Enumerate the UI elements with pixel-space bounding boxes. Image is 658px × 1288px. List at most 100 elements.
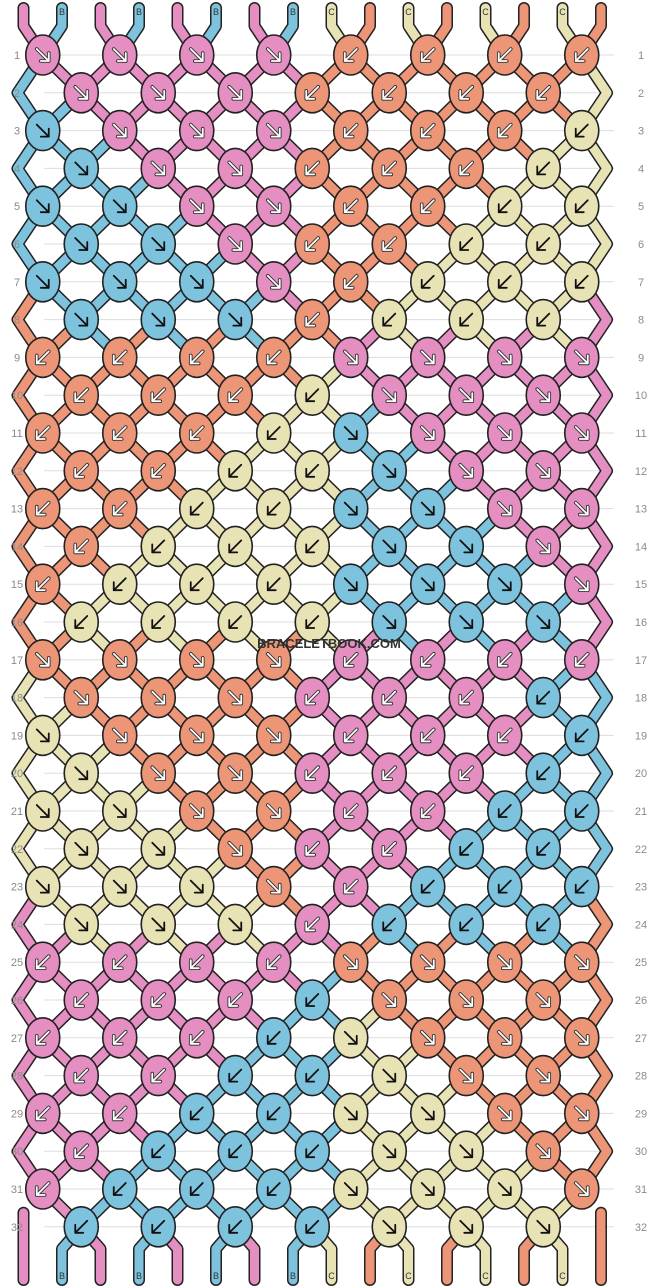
arrow-head-icon: [501, 1034, 512, 1045]
arrow-head-icon: [536, 770, 547, 781]
knot: [525, 374, 562, 417]
arrow-head-icon: [536, 845, 547, 856]
arrow-down-right-icon: [266, 804, 281, 818]
row-number-left: 26: [11, 995, 23, 1007]
arrow-down-right-icon: [459, 539, 474, 554]
arrow-down-left-icon: [35, 577, 50, 592]
arrow-head-icon: [189, 1186, 200, 1196]
arrow-head-icon: [228, 392, 239, 403]
arrow-down-right-icon: [228, 917, 243, 932]
knot: [486, 487, 523, 530]
arrow-down-right-icon: [536, 993, 551, 1007]
row-number-left: 2: [14, 88, 20, 100]
knot: [101, 109, 138, 152]
knot: [409, 1092, 446, 1135]
arrow-down-right-icon: [189, 123, 204, 138]
row-number-right: 5: [638, 201, 644, 213]
knot: [563, 260, 600, 303]
arrow-head-icon: [424, 1186, 435, 1196]
knot: [525, 525, 562, 568]
arrow-down-right-icon: [112, 652, 127, 667]
arrow-down-left-icon: [35, 426, 50, 440]
knot: [101, 1092, 138, 1135]
arrow-down-left-icon: [343, 123, 358, 138]
arrow-down-right-icon: [343, 501, 358, 516]
arrow-down-right-icon: [536, 388, 551, 403]
row-number-right: 3: [638, 126, 644, 138]
knot: [217, 676, 254, 719]
knot-grid: [24, 34, 600, 1248]
arrow-down-right-icon: [382, 388, 397, 403]
arrow-head-icon: [424, 581, 435, 592]
arrow-down-right-icon: [459, 463, 474, 478]
arrow-head-icon: [35, 959, 46, 970]
arrow-down-left-icon: [305, 615, 320, 629]
arrow-down-left-icon: [189, 955, 204, 970]
arrow-head-icon: [78, 165, 89, 176]
knot: [486, 638, 523, 681]
knot: [63, 449, 100, 492]
arrow-down-left-icon: [574, 274, 589, 289]
arrow-down-right-icon: [228, 841, 243, 856]
arrow-down-left-icon: [459, 312, 474, 327]
knot: [294, 449, 331, 492]
arrow-down-left-icon: [266, 1106, 281, 1121]
knot: [409, 714, 446, 757]
arrow-down-right-icon: [74, 161, 89, 176]
knot: [371, 601, 408, 643]
arrow-head-icon: [193, 203, 204, 214]
arrow-down-right-icon: [343, 1106, 358, 1121]
knot: [24, 790, 61, 832]
arrow-down-left-icon: [35, 1030, 50, 1045]
arrow-head-icon: [501, 1110, 512, 1121]
arrow-head-icon: [578, 1186, 589, 1196]
knot: [525, 676, 562, 719]
arrow-down-right-icon: [151, 766, 166, 781]
knot: [409, 941, 446, 984]
arrow-down-right-icon: [420, 1182, 435, 1196]
arrow-head-icon: [193, 732, 204, 743]
arrow-head-icon: [305, 921, 316, 932]
arrow-head-icon: [540, 543, 551, 554]
arrow-head-icon: [540, 1072, 551, 1083]
arrow-down-left-icon: [151, 1068, 166, 1083]
arrow-down-right-icon: [74, 690, 89, 705]
row-number-right: 23: [635, 882, 647, 894]
arrow-down-left-icon: [266, 501, 281, 516]
knot: [448, 752, 485, 795]
strand-label-bottom: C: [482, 1271, 489, 1281]
knot: [563, 563, 600, 606]
arrow-head-icon: [536, 165, 547, 176]
row-number-left: 10: [11, 390, 23, 402]
knot: [178, 714, 215, 757]
knot: [255, 1168, 292, 1210]
arrow-head-icon: [116, 203, 127, 214]
arrow-down-right-icon: [266, 728, 281, 743]
arrow-head-icon: [112, 1186, 123, 1196]
arrow-head-icon: [305, 770, 316, 781]
arrow-down-left-icon: [266, 955, 281, 970]
arrow-down-left-icon: [35, 350, 50, 365]
arrow-head-icon: [382, 694, 393, 705]
knot: [63, 1054, 100, 1097]
arrow-down-right-icon: [266, 123, 281, 138]
arrow-head-icon: [420, 52, 431, 62]
knot: [371, 223, 408, 265]
arrow-head-icon: [574, 127, 585, 138]
arrow-head-icon: [189, 430, 200, 440]
arrow-down-right-icon: [112, 199, 127, 214]
knot: [178, 638, 215, 681]
arrow-head-icon: [382, 770, 393, 781]
knot: [255, 185, 292, 227]
knot: [371, 449, 408, 492]
arrow-down-left-icon: [574, 804, 589, 818]
arrow-down-left-icon: [228, 1219, 243, 1234]
arrow-down-left-icon: [574, 879, 589, 894]
knot: [294, 298, 331, 341]
knot: [332, 185, 369, 227]
arrow-head-icon: [305, 543, 316, 554]
arrow-down-left-icon: [574, 728, 589, 743]
arrow-head-icon: [112, 354, 123, 365]
arrow-down-left-icon: [459, 766, 474, 781]
